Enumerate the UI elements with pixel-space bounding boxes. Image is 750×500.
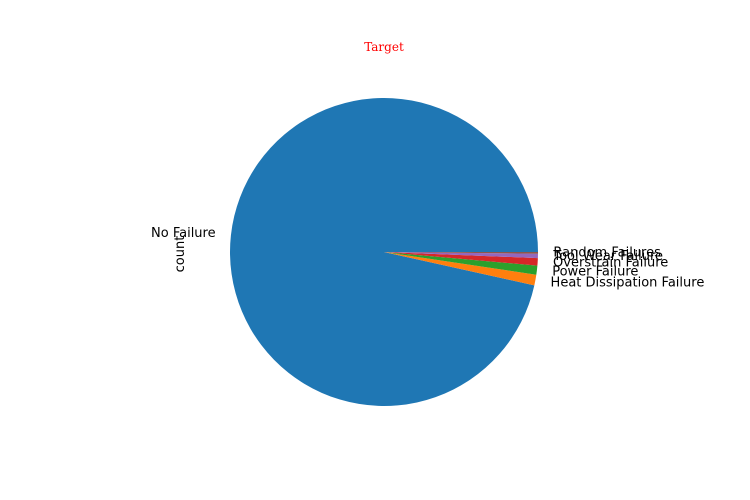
pie-label-heat-dissipation-failure: Heat Dissipation Failure (551, 275, 705, 290)
pie-label-power-failure: Power Failure (552, 265, 638, 280)
pie-label-overstrain-failure: Overstrain Failure (553, 255, 668, 270)
pie-label-random-failures: Random Failures (553, 245, 661, 260)
pie-slices (230, 97, 539, 406)
pie-slice-tool-wear-failure (384, 252, 538, 259)
pie-slice-power-failure (384, 252, 538, 275)
chart-title: Target (364, 40, 404, 54)
pie-label-no-failure: No Failure (151, 226, 216, 241)
pie-label-tool-wear-failure: Tool Wear Failure (552, 249, 663, 264)
pie-labels: No Failure Heat Dissipation FailurePower … (151, 226, 704, 290)
pie-slice-overstrain-failure (384, 252, 538, 266)
y-axis-label: count (173, 236, 188, 273)
pie-slice-random-failures (384, 252, 538, 254)
pie-slice-no-failure (230, 97, 539, 406)
pie-slice-heat-dissipation-failure (384, 252, 537, 286)
